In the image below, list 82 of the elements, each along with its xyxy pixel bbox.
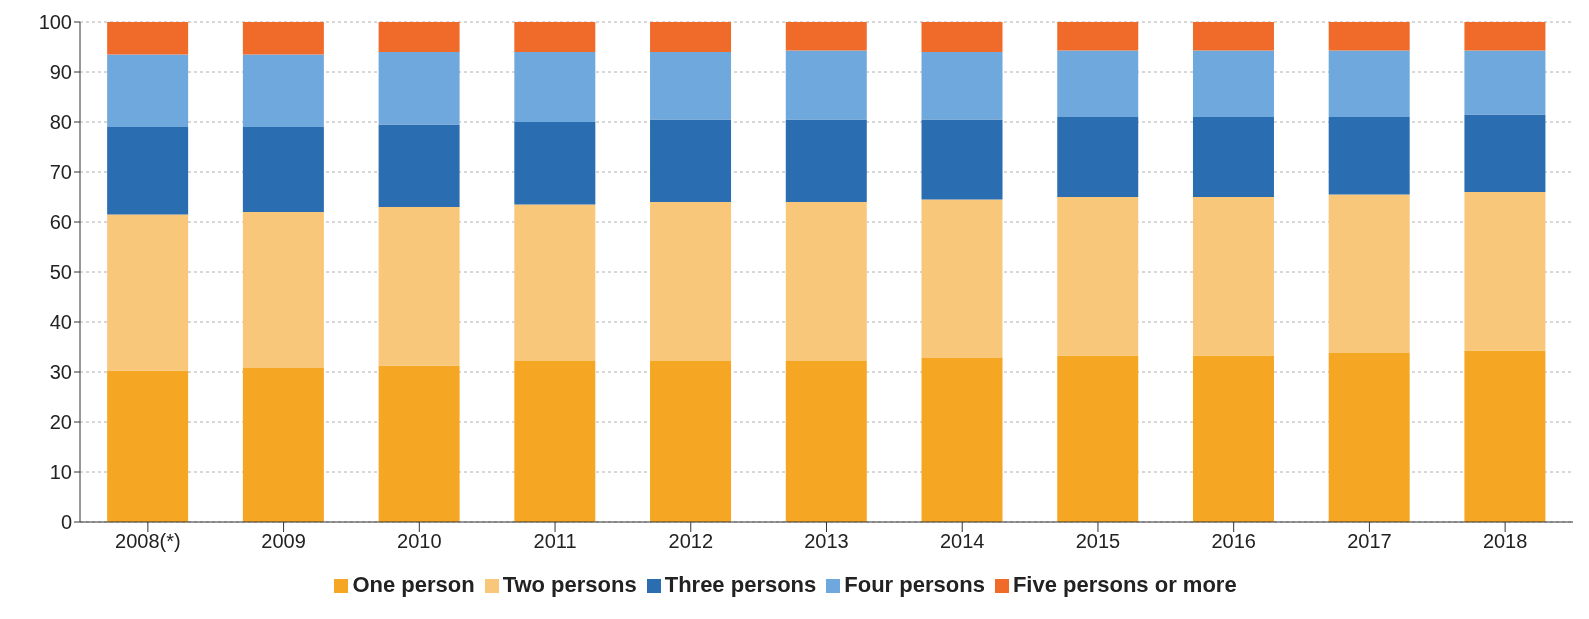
bar: [378, 207, 460, 366]
bar: [1057, 22, 1139, 51]
bar: [242, 127, 324, 212]
bar: [378, 22, 460, 52]
y-tick-label: 80: [49, 111, 72, 134]
bar: [242, 368, 324, 522]
bar: [1328, 50, 1410, 117]
bar: [1192, 355, 1274, 522]
bar: [1192, 22, 1274, 51]
bar: [242, 22, 324, 55]
bar: [107, 54, 189, 127]
legend-label: Three persons: [664, 572, 817, 597]
y-tick-label: 0: [60, 511, 72, 534]
bar: [921, 199, 1003, 358]
bar: [1464, 22, 1546, 51]
y-tick-label: 20: [49, 411, 72, 434]
bar: [1057, 117, 1139, 197]
bar: [650, 119, 732, 202]
bar: [514, 22, 596, 52]
y-tick-label: 10: [49, 461, 72, 484]
bar: [1192, 117, 1274, 197]
bar: [785, 50, 867, 120]
x-tick-label: 2014: [939, 530, 985, 553]
bar: [921, 22, 1003, 52]
bar: [1192, 197, 1274, 356]
bar: [1464, 350, 1546, 522]
bar: [1328, 117, 1410, 195]
bar: [1464, 114, 1546, 192]
bar: [514, 361, 596, 522]
bar: [650, 22, 732, 52]
bar: [1057, 355, 1139, 522]
bar: [921, 119, 1003, 200]
legend-label: One person: [352, 572, 475, 597]
bar: [378, 124, 460, 207]
x-tick-label: 2017: [1347, 530, 1392, 553]
x-tick-label: 2015: [1075, 530, 1121, 553]
bar: [785, 119, 867, 202]
x-tick-label: 2009: [261, 530, 306, 553]
bar: [107, 214, 189, 371]
y-tick-label: 40: [49, 311, 72, 334]
bar: [1328, 353, 1410, 522]
bar: [514, 122, 596, 205]
x-tick-label: 2008(*): [115, 530, 181, 553]
bar: [378, 52, 460, 125]
y-tick-label: 90: [49, 61, 72, 84]
x-tick-label: 2011: [533, 530, 577, 553]
bar: [107, 22, 189, 55]
bar: [650, 52, 732, 120]
x-tick-label: 2018: [1482, 530, 1528, 553]
y-tick-label: 70: [49, 161, 72, 184]
bar: [785, 202, 867, 361]
bar: [107, 370, 189, 522]
bar: [378, 365, 460, 522]
bar: [242, 212, 324, 368]
y-tick-label: 30: [49, 361, 72, 384]
x-tick-label: 2012: [668, 530, 714, 553]
bar: [921, 358, 1003, 522]
bar: [1464, 192, 1546, 351]
legend-label: Five persons or more: [1012, 572, 1237, 597]
bar: [1057, 50, 1139, 117]
x-tick-label: 2013: [804, 530, 849, 553]
bar: [1057, 197, 1139, 356]
legend-label: Two persons: [502, 572, 637, 597]
y-tick-label: 50: [49, 261, 72, 284]
x-tick-label: 2016: [1211, 530, 1256, 553]
bar: [785, 361, 867, 522]
bar: [242, 54, 324, 127]
bar: [1192, 50, 1274, 117]
y-tick-label: 60: [49, 211, 72, 234]
y-tick-label: 100: [38, 11, 72, 34]
bar: [785, 22, 867, 51]
bar: [650, 361, 732, 522]
bar: [1464, 50, 1546, 115]
bar: [1328, 22, 1410, 51]
legend-label: Four persons: [844, 572, 985, 597]
bar: [514, 52, 596, 122]
bar: [107, 127, 189, 215]
bar: [514, 204, 596, 361]
x-tick-label: 2010: [397, 530, 442, 553]
bar: [650, 202, 732, 361]
bar: [921, 52, 1003, 120]
bar: [1328, 194, 1410, 353]
